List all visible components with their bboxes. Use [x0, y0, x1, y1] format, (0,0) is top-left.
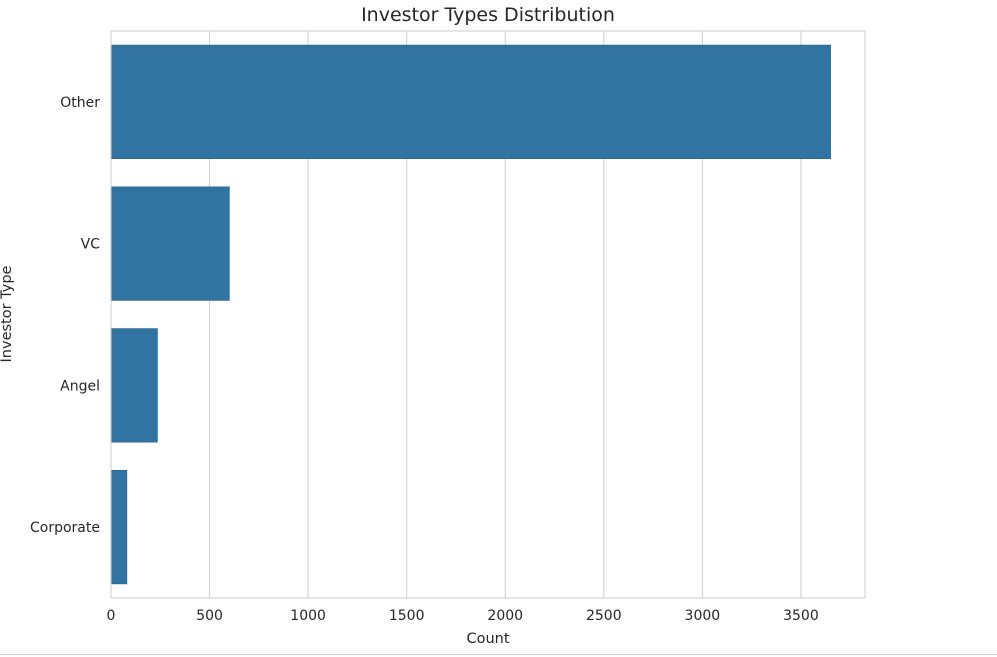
y-axis-label: Investor Type: [0, 265, 15, 362]
y-tick-label-vc: VC: [81, 237, 101, 253]
bar-corporate: [110, 470, 128, 585]
y-tick-label-angel: Angel: [60, 378, 100, 394]
bars: [110, 44, 831, 585]
y-tick-label-other: Other: [60, 95, 100, 111]
bar-angel: [110, 328, 158, 443]
x-tick-label: 2500: [586, 608, 622, 624]
x-tick-label: 500: [196, 608, 223, 624]
x-axis-label: Count: [466, 631, 509, 647]
x-tick-label: 2000: [487, 608, 523, 624]
x-tick-labels: 0 500 1000 1500 2000 2500 3000 3500: [107, 608, 819, 624]
bottom-divider: [0, 654, 997, 655]
y-tick-label-corporate: Corporate: [30, 520, 100, 536]
x-tick-label: 3500: [783, 608, 819, 624]
y-tick-labels: Other VC Angel Corporate: [30, 95, 100, 536]
x-tick-label: 3000: [685, 608, 721, 624]
chart-title: Investor Types Distribution: [361, 4, 615, 26]
x-tick-label: 0: [107, 608, 116, 624]
x-tick-label: 1500: [389, 608, 425, 624]
x-tick-label: 1000: [290, 608, 326, 624]
bar-other: [110, 44, 831, 159]
bar-vc: [110, 186, 230, 301]
plot-frame: [110, 30, 866, 599]
